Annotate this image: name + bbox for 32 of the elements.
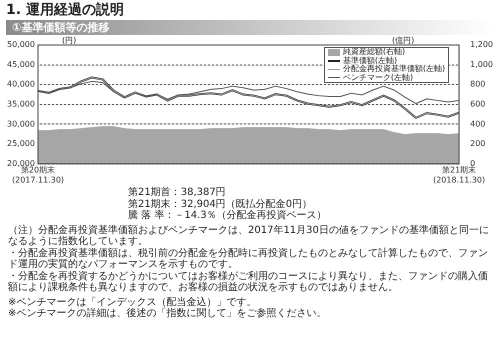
- legend-label: 分配金再投資基準価額(左軸): [342, 64, 446, 74]
- legend-label: 純資産総額(右軸): [342, 47, 406, 56]
- x-tick-label: 第21期末 (2018.11.30): [433, 166, 486, 184]
- legend-label: ベンチマーク(左軸): [342, 72, 414, 82]
- y2-tick-label: 800: [470, 80, 486, 89]
- y2-tick-label: 1,200: [470, 40, 494, 50]
- text: （注）分配金再投資基準価額およびベンチマークは、2017年11月30日の値をファンドの基準価額と同一になるように指数化しています。: [8, 224, 490, 248]
- y2-tick-label: 200: [470, 139, 486, 148]
- text: 第21期末：32,904円（既払分配金0円）: [127, 198, 314, 210]
- x-tick-label: 第20期末 (2017.11.30): [12, 166, 64, 184]
- text: ・分配金再投資基準価額は、税引前の分配金を分配時に再投資したものとみなして計算したもので、ファンド運用の実質的なパフォーマンスを示すものです。: [8, 248, 489, 270]
- text: ・分配金を再投資するかどうかについてはお客様がご利用のコースにより異なり、また、ファンドの購入価額により課税条件も異なりますので、お客様の損益の状況を示すものではありません。: [8, 270, 489, 294]
- y2-axis-title: (億円): [392, 35, 414, 46]
- y-tick-label: 30,000: [6, 119, 35, 128]
- y-axis-title: (円): [62, 35, 76, 46]
- y2-tick-label: 1,000: [470, 60, 494, 69]
- y2-tick-label: 0: [470, 158, 476, 168]
- y2-tick-label: 400: [470, 119, 486, 128]
- y-tick-label: 50,000: [6, 40, 35, 50]
- chart-subtitle: ①基準価額等の推移: [6, 20, 494, 35]
- legend-label: 基準価額(左軸): [342, 56, 398, 64]
- chart-title: 1. 運用経過の説明: [6, 2, 125, 19]
- text: 騰 落 率：－14.3％（分配金再投資ベース）: [127, 210, 328, 222]
- y-tick-label: 25,000: [6, 139, 35, 148]
- text: ※ベンチマークは「インデックス（配当金込）」です。: [8, 296, 258, 308]
- y2-tick-label: 600: [470, 99, 486, 108]
- text: 第21期首：38,387円: [127, 187, 227, 198]
- y-tick-label: 45,000: [6, 60, 35, 69]
- text: ※ベンチマークの詳細は、後述の「指数に関して」をご参照ください。: [8, 308, 328, 320]
- y-tick-label: 20,000: [6, 158, 35, 168]
- y-tick-label: 40,000: [6, 80, 35, 89]
- y-tick-label: 35,000: [6, 99, 35, 108]
